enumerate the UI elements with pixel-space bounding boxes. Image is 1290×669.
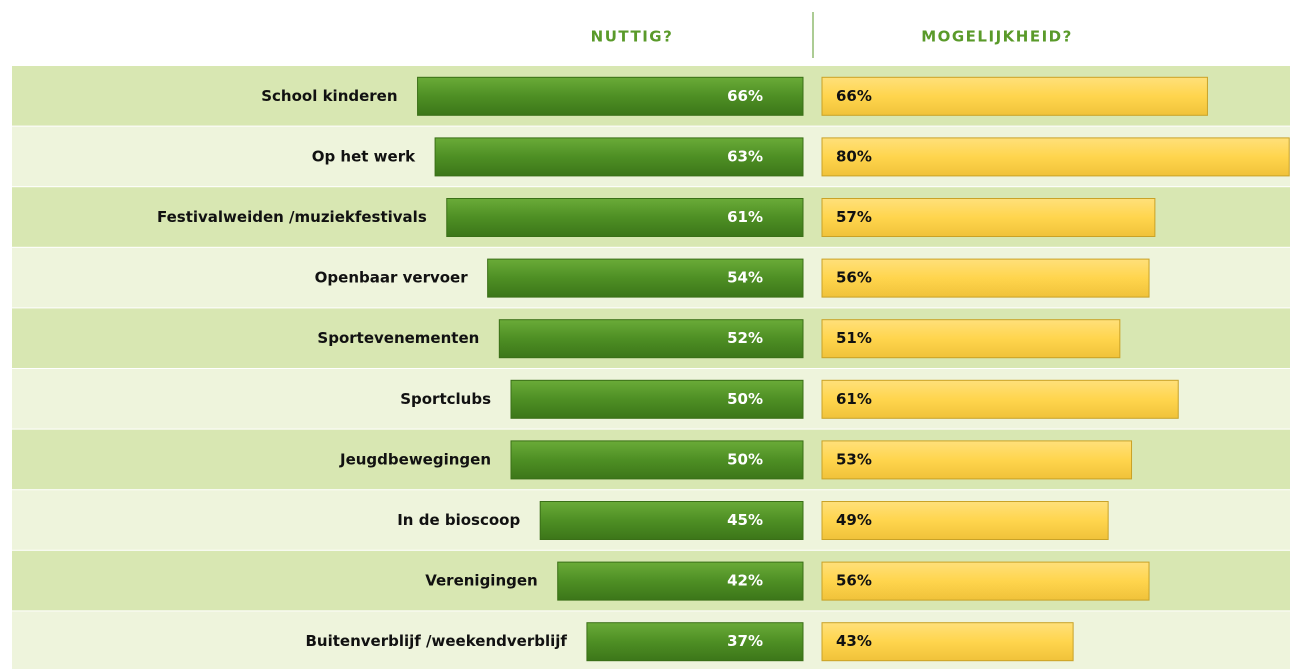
category-label: Festivalweiden /muziekfestivals: [157, 208, 427, 226]
category-label: Sportevenementen: [317, 329, 479, 347]
bar: [487, 258, 804, 298]
bar-value-label: 57%: [836, 208, 872, 226]
category-label: Buitenverblijf /weekendverblijf: [305, 632, 567, 650]
bar: [539, 501, 804, 540]
bar-value-label: 37%: [727, 632, 763, 650]
category-label: School kinderen: [261, 87, 397, 105]
bar: [821, 76, 1208, 116]
bar: [510, 379, 804, 419]
bar-value-label: 51%: [836, 329, 872, 347]
bar-value-label: 66%: [727, 87, 763, 105]
bar: [821, 319, 1121, 359]
bar: [821, 440, 1133, 480]
bar-value-label: 43%: [836, 632, 872, 650]
bar-value-label: 52%: [727, 329, 763, 347]
series-header: MOGELIJKHEID?: [921, 28, 1073, 46]
bar-value-label: 63%: [727, 147, 763, 165]
bar-value-label: 80%: [836, 147, 872, 165]
category-label: Openbaar vervoer: [315, 269, 469, 287]
bar: [557, 561, 804, 601]
series-header: NUTTIG?: [591, 28, 674, 46]
bar: [821, 561, 1150, 601]
bar: [821, 137, 1290, 177]
bar-value-label: 54%: [727, 269, 763, 287]
bar-value-label: 50%: [727, 390, 763, 408]
bar: [821, 622, 1074, 662]
bar-value-label: 56%: [836, 572, 872, 590]
bar: [821, 501, 1109, 540]
bar-value-label: 42%: [727, 572, 763, 590]
bar: [510, 440, 804, 480]
bar-value-label: 56%: [836, 269, 872, 287]
bar: [417, 76, 804, 116]
category-label: Jeugdbewegingen: [339, 450, 491, 468]
bar: [821, 258, 1150, 298]
bar-value-label: 50%: [727, 450, 763, 468]
bar: [821, 198, 1156, 237]
bar-value-label: 61%: [727, 208, 763, 226]
bar: [434, 137, 804, 177]
bar-value-label: 61%: [836, 390, 872, 408]
bar: [446, 198, 804, 237]
category-label: Op het werk: [312, 147, 416, 165]
bar-value-label: 49%: [836, 511, 872, 529]
category-label: In de bioscoop: [397, 511, 520, 529]
bar: [821, 379, 1179, 419]
bar-value-label: 45%: [727, 511, 763, 529]
category-label: Sportclubs: [400, 390, 491, 408]
bar-value-label: 66%: [836, 87, 872, 105]
bar: [498, 319, 804, 359]
category-label: Verenigingen: [425, 572, 538, 590]
bar-value-label: 53%: [836, 450, 872, 468]
bar: [586, 622, 804, 662]
